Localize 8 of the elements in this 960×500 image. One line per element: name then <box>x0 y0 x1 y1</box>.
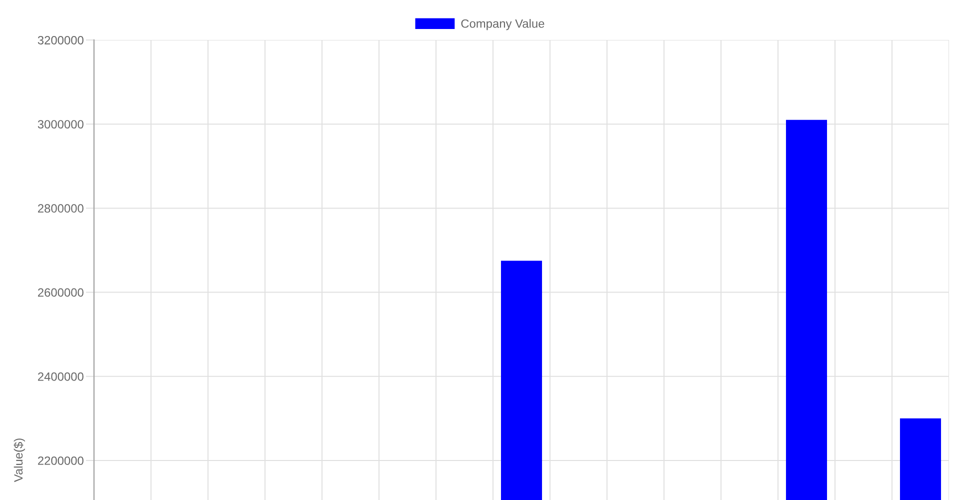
y-tick-label: 2400000 <box>38 372 84 381</box>
y-tick-label: 3000000 <box>38 120 84 129</box>
legend-label: Company Value <box>461 19 544 30</box>
y-axis-title: Value($) <box>14 438 25 482</box>
y-tick-label: 2600000 <box>38 288 84 297</box>
y-tick-label: 2800000 <box>38 204 84 213</box>
y-tick-label: 3200000 <box>38 36 84 44</box>
y-tick-label: 2200000 <box>38 456 84 465</box>
